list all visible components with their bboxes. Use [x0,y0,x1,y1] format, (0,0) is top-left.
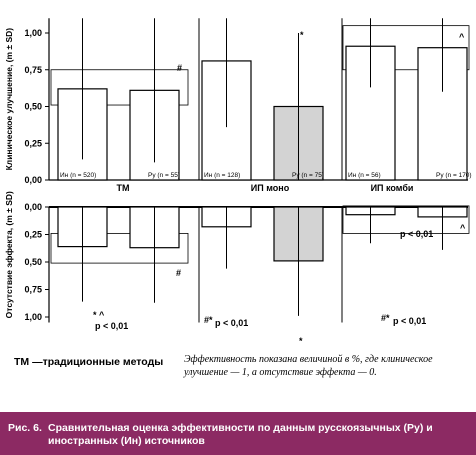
group-label: ИП моно [251,183,290,193]
annotation-upper-ipkombi-caret: ^ [459,32,465,42]
error-bars [82,18,443,316]
annotation-lower-ipkombi-marks: #* [381,313,390,323]
bar-label: Ин (n = 520) [60,172,96,179]
lower-y-axis-title: Отсутствие эффекта, (m ± SD) [4,191,14,318]
bar-label: Ру (n = 75) [292,172,324,179]
bar-label: Ин (n = 56) [348,172,381,179]
annotation-upper-ipmono-star: * [300,30,304,40]
legend-abbreviation: ТМ —традиционные методы [14,356,164,368]
upper-tick-label: 0,00 [24,175,42,185]
lower-tick-label: 0,75 [24,285,42,295]
annotation-lower-ipmono-p: р < 0,01 [215,318,248,328]
chart-text: 0,00 0,25 0,50 0,75 1,00 0,00 0,25 0,50 0,75 1,00… [4,28,472,346]
lower-tick-label: 0,25 [24,230,42,240]
annotation-lower-ipmono-star: * [299,336,303,346]
chart-frame [45,18,468,323]
upper-tick-label: 0,25 [24,138,42,148]
lower-tick-label: 0,00 [24,202,42,212]
bar-label: Ин (n = 128) [204,172,240,179]
annotation-lower-tm-hash: # [176,268,181,278]
lower-tick-label: 1,00 [24,312,42,322]
caption-text: Сравнительная оценка эффективности по да… [48,422,433,447]
bar-label: Ру (n = 170) [436,172,472,179]
annotation-lower-ipkombi-p: р < 0,01 [400,229,433,239]
upper-tick-label: 0,50 [24,102,42,112]
group-label: ИП комби [371,183,414,193]
annotation-lower-ipkombi-caret: ^ [460,223,466,233]
lower-ipkombi-significance-box [342,205,470,234]
efficacy-chart: 0,00 0,25 0,50 0,75 1,00 0,00 0,25 0,50 0,75 1,00… [4,18,472,346]
annotation-lower-ipkombi-p2: р < 0,01 [393,316,426,326]
lower-tick-label: 0,50 [24,257,42,267]
upper-tick-label: 0,75 [24,65,42,75]
improvement-bar [345,45,396,181]
annotation-lower-ipmono-marks: #* [204,315,213,325]
figure-caption: Рис. 6. Сравнительная оценка эффективнос… [0,412,476,455]
bar-label: Ру (n = 55) [148,172,180,179]
caption-prefix: Рис. 6. [8,422,42,434]
upper-tm-significance-box [50,69,189,106]
annotation-upper-tm-hash: # [177,63,182,73]
group-label: ТМ [117,183,130,193]
lower-tm-significance-box [50,232,189,264]
annotation-lower-tm-p: р < 0,01 [95,321,128,331]
upper-ipkombi-significance-box [342,25,470,71]
footnote: Эффективность показана величиной в %, гд… [184,354,433,378]
annotation-lower-tm-marks: * ^ [93,310,105,320]
significance-boxes [50,25,470,264]
upper-tick-label: 1,00 [24,28,42,38]
upper-y-axis-title: Клиническое улучшение, (m ± SD) [4,28,14,171]
